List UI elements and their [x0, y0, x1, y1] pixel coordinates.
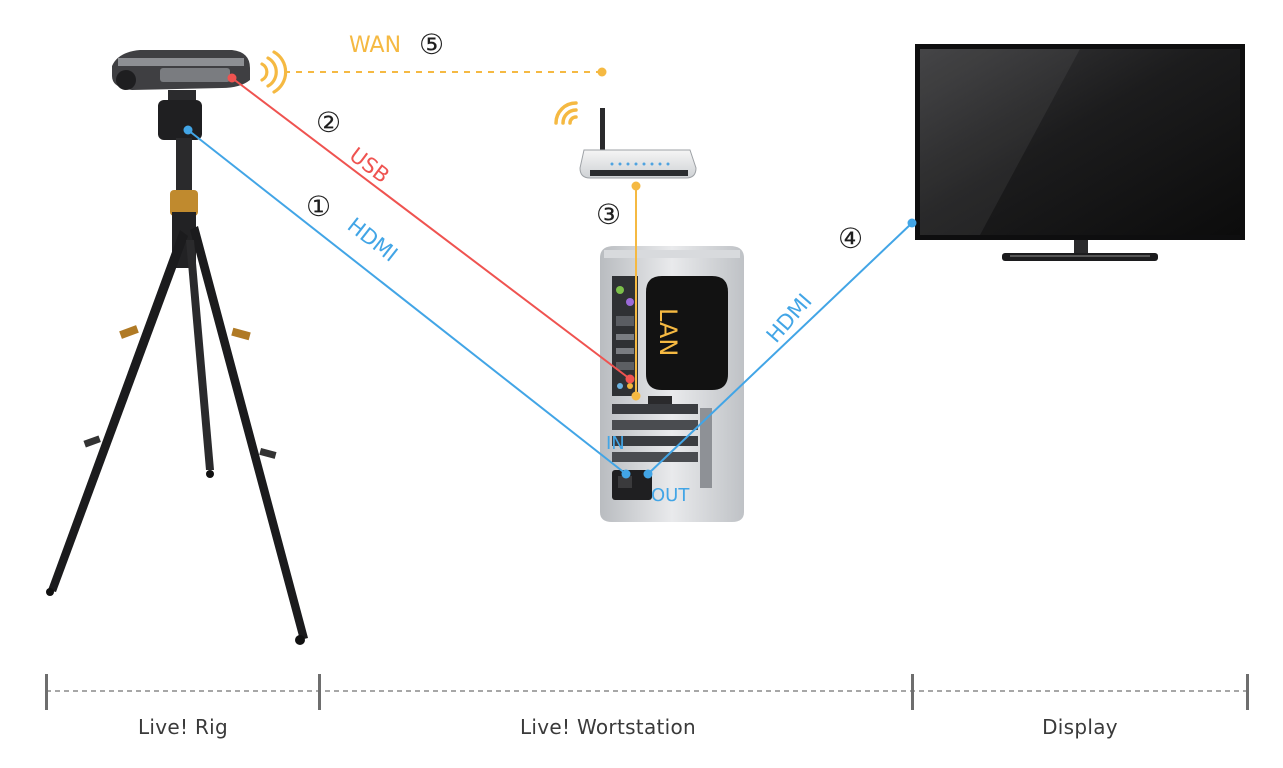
tv-display-icon [915, 44, 1245, 261]
workstation [600, 246, 744, 522]
display [915, 44, 1245, 261]
usb-endpoint-rig [227, 73, 237, 83]
zone-label-display: Display [1042, 715, 1118, 739]
zone-tick-left [45, 674, 48, 710]
router-wifi-signal-icon [554, 101, 578, 125]
usb-number: ② [316, 106, 341, 139]
hdmi-out-connection-line [647, 222, 913, 475]
out-port-label: OUT [651, 485, 690, 506]
wifi-router-icon [554, 101, 697, 179]
zone-labels: Live! Rig Live! Wortstation Display [138, 715, 1118, 739]
connection-labels: WAN ⑤ ② USB ① HDMI ③ LAN ④ HDMI IN OUT [306, 28, 863, 506]
lan-endpoint-pc [631, 391, 641, 401]
zone-tick-workstation-display [911, 674, 914, 710]
router [554, 101, 697, 179]
hdmi-in-endpoint-pc [621, 469, 631, 479]
zone-label-rig: Live! Rig [138, 715, 228, 739]
zone-tick-rig-workstation [318, 674, 321, 710]
wan-label: WAN [349, 33, 401, 58]
hdmi-out-number: ④ [838, 222, 863, 255]
connection-lines [183, 50, 917, 479]
zone-divider [45, 674, 1249, 710]
zone-label-workstation: Live! Wortstation [520, 715, 696, 739]
hdmi-out-endpoint-pc [643, 469, 653, 479]
usb-connection-line [231, 77, 631, 380]
in-port-label: IN [606, 433, 625, 454]
hdmi-in-connection-line [187, 129, 627, 475]
lan-endpoint-router [631, 181, 641, 191]
hdmi-in-number: ① [306, 190, 331, 223]
hdmi-in-endpoint-rig [183, 125, 193, 135]
camera-rig [46, 50, 308, 645]
wan-number: ⑤ [419, 28, 444, 61]
tripod-camera-icon [46, 50, 308, 645]
sensor-wifi-signal-icon [260, 50, 288, 94]
hdmi-out-endpoint-display [907, 218, 917, 228]
usb-endpoint-pc [625, 374, 635, 384]
wan-endpoint [597, 67, 607, 77]
lan-label: LAN [654, 308, 682, 356]
pc-tower-icon [600, 246, 744, 522]
lan-number: ③ [596, 198, 621, 231]
zone-tick-right [1246, 674, 1249, 710]
